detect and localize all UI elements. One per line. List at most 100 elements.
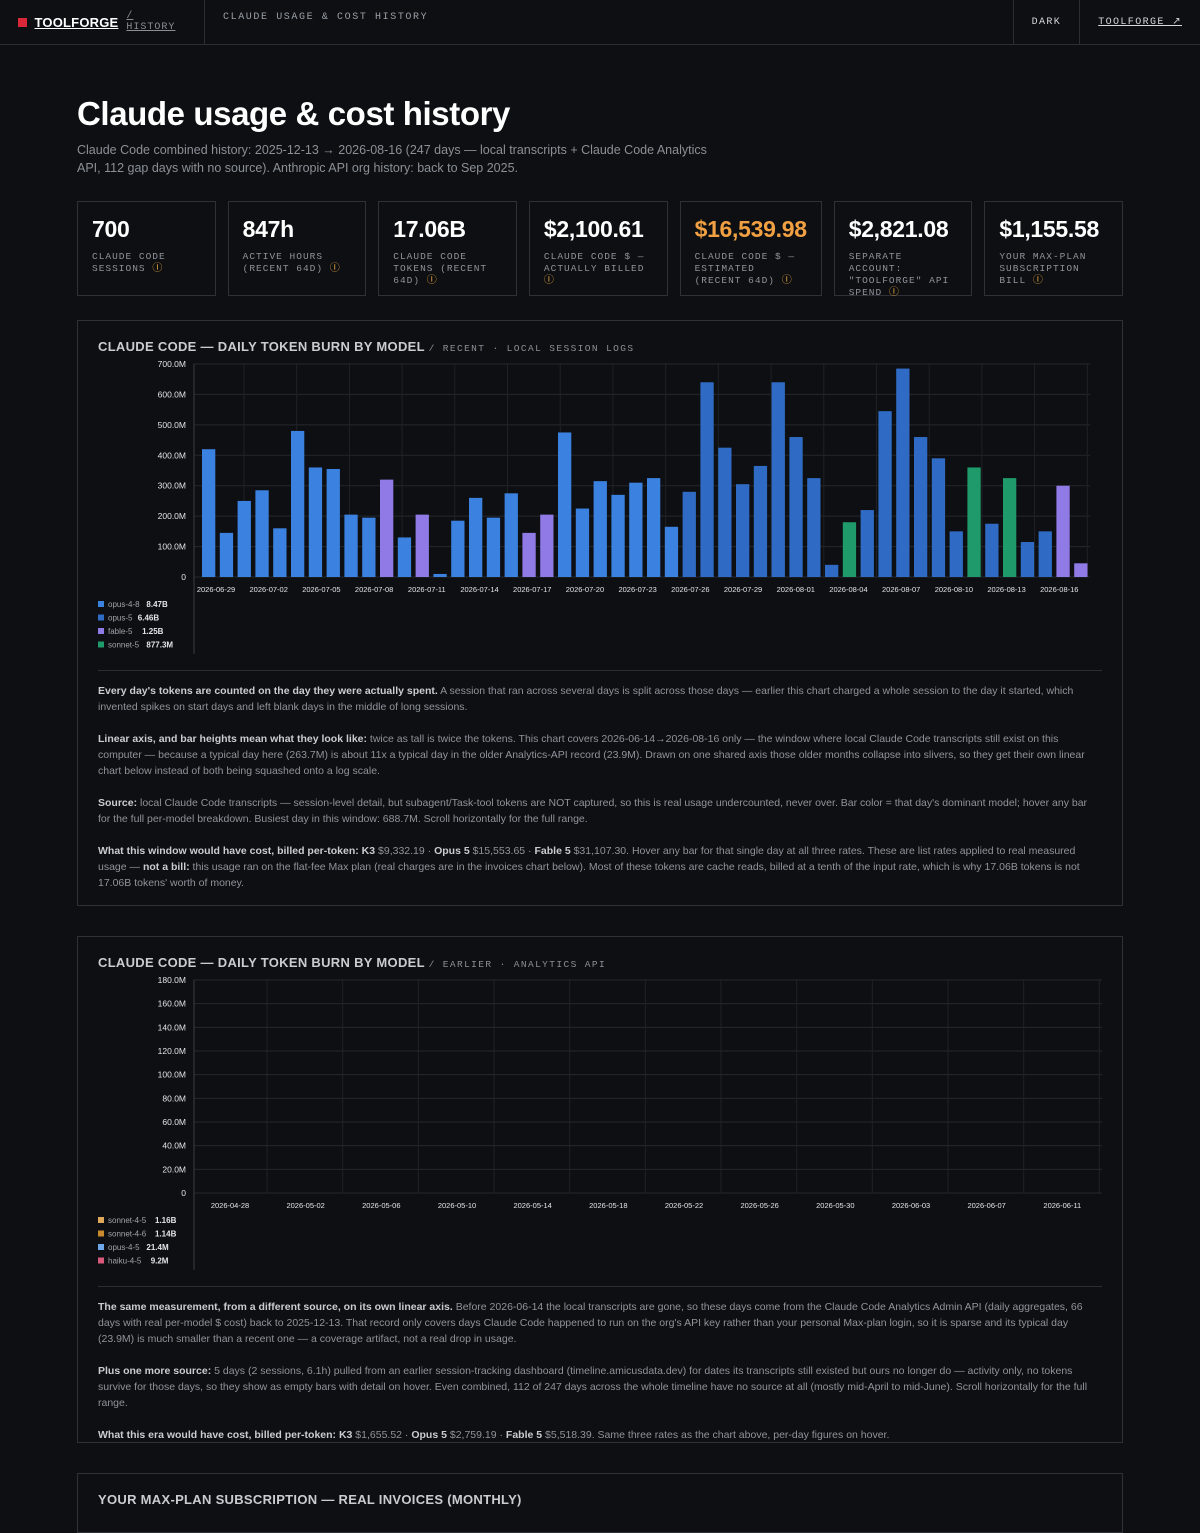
x-tick-label: 2026-08-13 — [987, 585, 1025, 594]
bar — [789, 437, 803, 577]
toolforge-link[interactable]: TOOLFORGE ↗ — [1079, 0, 1200, 44]
x-tick-label: 2026-06-29 — [197, 585, 235, 594]
y-tick-label: 600.0M — [158, 389, 186, 399]
page-header-title: CLAUDE USAGE & COST HISTORY — [223, 12, 429, 23]
bar — [362, 517, 376, 577]
bar — [273, 528, 287, 577]
stat-card: 847h ACTIVE HOURS (RECENT 64D) ⓘ — [227, 201, 367, 296]
stat-value: 700 — [92, 216, 130, 242]
x-tick-label: 2026-07-29 — [724, 585, 762, 594]
bar — [469, 497, 483, 577]
note-paragraph: Plus one more source: 5 days (2 sessions… — [98, 1365, 1088, 1409]
earlier-token-bar-chart[interactable]: 0 20.0M 40.0M 60.0M 80.0M 100.0M 120.0M 140.0M 1… — [98, 970, 1102, 1280]
x-tick-label: 2026-07-14 — [460, 585, 498, 594]
info-icon[interactable]: ⓘ — [781, 276, 793, 287]
bar — [682, 491, 696, 577]
bar — [753, 465, 768, 577]
bar — [1056, 485, 1070, 577]
x-tick-label: 2026-04-28 — [211, 1201, 249, 1210]
legend-label: opus-4-8 — [108, 600, 140, 609]
note-paragraph: What this window would have cost, billed… — [98, 845, 1080, 889]
top-bar: TOOLFORGE / HISTORY CLAUDE USAGE & COST … — [0, 0, 1200, 45]
bar — [647, 478, 661, 577]
stat-value: $2,821.08 — [848, 216, 949, 242]
x-tick-label: 2026-05-22 — [665, 1201, 703, 1210]
info-icon[interactable]: ⓘ — [888, 288, 900, 299]
x-tick-label: 2026-08-16 — [1040, 585, 1078, 594]
bar — [860, 510, 874, 577]
stat-card: 700 CLAUDE CODE SESSIONS ⓘ — [77, 201, 216, 296]
stat-card: $1,155.58 YOUR MAX-PLAN SUBSCRIPTION BILL… — [984, 201, 1123, 296]
x-tick-label: 2026-06-11 — [1043, 1201, 1081, 1210]
bar — [326, 468, 340, 577]
chart-title-text: CLAUDE CODE — DAILY TOKEN BURN BY MODEL — [98, 339, 425, 354]
x-tick-label: 2026-05-10 — [438, 1201, 476, 1210]
legend-swatch — [98, 1230, 104, 1237]
bar — [931, 458, 946, 577]
legend-label: sonnet-4-6 — [108, 1230, 147, 1239]
x-tick-label: 2026-05-18 — [589, 1201, 627, 1210]
x-tick-label: 2026-06-03 — [892, 1201, 930, 1210]
recent-token-chart-panel: CLAUDE CODE — DAILY TOKEN BURN BY MODEL … — [77, 320, 1123, 906]
bar — [219, 532, 234, 577]
recent-token-bar-chart[interactable]: 0 100.0M 200.0M 300.0M 400.0M 500.0M 600.0M 700… — [98, 354, 1102, 664]
x-tick-label: 2026-06-07 — [967, 1201, 1005, 1210]
info-icon[interactable]: ⓘ — [329, 264, 341, 275]
stat-value: 17.06B — [393, 216, 466, 242]
legend-swatch — [98, 1244, 104, 1250]
stat-card: 17.06B CLAUDE CODE TOKENS (RECENT 64D) ⓘ — [378, 201, 517, 296]
bar — [308, 467, 323, 577]
y-tick-label: 300.0M — [158, 481, 186, 491]
bar — [896, 368, 910, 577]
info-icon[interactable]: ⓘ — [543, 276, 555, 287]
bar — [629, 482, 643, 577]
bar — [1003, 478, 1017, 577]
note-paragraph: Every day's tokens are counted on the da… — [98, 685, 1074, 713]
bar — [967, 467, 981, 577]
y-tick-label: 160.0M — [158, 999, 186, 1009]
y-tick-label: 200.0M — [158, 511, 186, 521]
note-paragraph: What this era would have cost, billed pe… — [98, 1429, 890, 1441]
x-tick-label: 2026-07-11 — [408, 585, 446, 594]
theme-toggle-button[interactable]: DARK — [1012, 0, 1080, 44]
bar — [433, 573, 447, 577]
stat-label: CLAUDE CODE SESSIONS ⓘ — [92, 251, 166, 275]
info-icon[interactable]: ⓘ — [152, 264, 164, 275]
bar — [522, 532, 536, 577]
brand-name[interactable]: TOOLFORGE — [34, 14, 119, 30]
bar — [1074, 563, 1088, 577]
legend-swatch — [98, 614, 104, 621]
x-tick-label: 2026-07-02 — [250, 585, 288, 594]
brand-logo-icon — [18, 17, 27, 27]
chart-title: CLAUDE CODE — DAILY TOKEN BURN BY MODEL … — [98, 339, 1102, 354]
x-tick-label: 2026-07-23 — [618, 585, 656, 594]
brand[interactable]: TOOLFORGE / HISTORY — [0, 0, 205, 44]
bar — [807, 478, 821, 577]
stat-card: $2,821.08 SEPARATE ACCOUNT: "TOOLFORGE" A… — [833, 201, 973, 299]
y-tick-label: 40.0M — [162, 1141, 186, 1151]
bar — [825, 564, 839, 577]
y-tick-label: 400.0M — [158, 450, 186, 460]
bar — [451, 520, 465, 577]
bar — [611, 494, 625, 577]
y-tick-label: 700.0M — [158, 359, 186, 369]
stat-label: SEPARATE ACCOUNT: "TOOLFORGE" API SPEND … — [848, 251, 950, 299]
breadcrumb[interactable]: / HISTORY — [126, 11, 176, 33]
bar — [736, 484, 750, 577]
stat-value: 847h — [242, 216, 295, 242]
stat-value: $16,539.98 — [694, 216, 807, 242]
info-icon[interactable]: ⓘ — [426, 276, 438, 287]
bar — [344, 514, 358, 577]
stat-card: $2,100.61 CLAUDE CODE $ — ACTUALLY BILLED… — [528, 201, 668, 296]
y-tick-label: 60.0M — [162, 1117, 186, 1127]
x-tick-label: 2026-08-10 — [935, 585, 973, 594]
bar — [202, 449, 216, 577]
bar — [718, 447, 732, 577]
bar — [1020, 542, 1035, 577]
legend-label: opus-5 — [108, 614, 133, 623]
info-icon[interactable]: ⓘ — [1032, 276, 1044, 287]
x-tick-label: 2026-05-14 — [513, 1201, 551, 1210]
stat-label: CLAUDE CODE TOKENS (RECENT 64D) ⓘ — [393, 251, 488, 287]
bar — [291, 430, 305, 577]
chart-subtitle-tag: / RECENT · LOCAL SESSION LOGS — [428, 343, 635, 354]
